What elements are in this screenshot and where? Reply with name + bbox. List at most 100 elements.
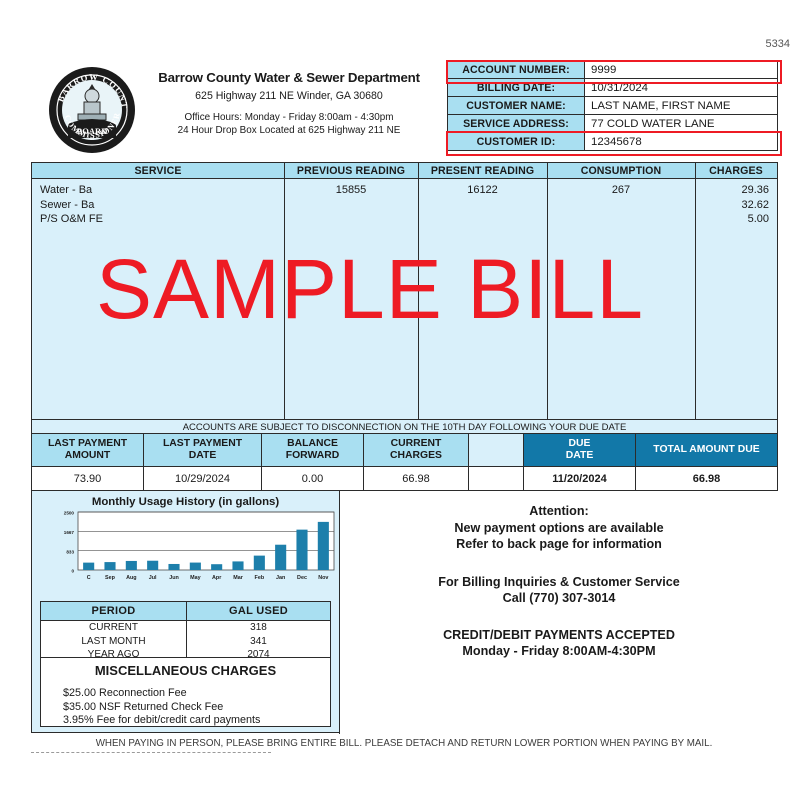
header-line: DATE [188, 450, 217, 461]
payments-accepted-notice: CREDIT/DEBIT PAYMENTS ACCEPTED Monday - … [340, 627, 778, 660]
last-payment-date-header: LAST PAYMENT DATE [144, 434, 262, 467]
chart-x-tick-label: Feb [255, 575, 265, 581]
service-row-label: Sewer - Ba [40, 198, 95, 211]
corner-number: 5334 [765, 38, 790, 50]
misc-charge-item: $25.00 Reconnection Fee [63, 687, 187, 699]
chart-x-tick-label: May [190, 575, 201, 581]
footer-note: WHEN PAYING IN PERSON, PLEASE BRING ENTI… [95, 738, 713, 749]
sample-bill-watermark: SAMPLE BILL [96, 242, 644, 336]
chart-y-tick-label: 2500 [64, 511, 75, 516]
table-row: CUSTOMER NAME: LAST NAME, FIRST NAME [447, 96, 778, 115]
chart-bar [275, 544, 287, 570]
billing-phone-line: Call (770) 307-3014 [502, 591, 616, 605]
tear-line [31, 752, 271, 753]
service-row-label: P/S O&M FE [40, 213, 103, 225]
county-seal-icon: BOARD of BARROW COUNTY COMMISSIONERS [48, 66, 136, 154]
chart-y-tick-label: 0 [71, 569, 74, 574]
chart-x-tick-label: Nov [318, 575, 328, 581]
table-row: SERVICE ADDRESS: 77 COLD WATER LANE [447, 114, 778, 133]
gal-used-col-header: GAL USED [186, 601, 331, 621]
department-name: Barrow County Water & Sewer Department [158, 70, 420, 85]
misc-charges-box: MISCELLANEOUS CHARGES $25.00 Reconnectio… [40, 657, 331, 727]
header-line: AMOUNT [64, 450, 111, 461]
attention-notice: Attention: New payment options are avail… [340, 503, 778, 553]
account-info-table: ACCOUNT NUMBER: 9999 BILLING DATE: 10/31… [447, 60, 778, 151]
period-col-header: PERIOD [40, 601, 187, 621]
billing-inquiries-line: For Billing Inquiries & Customer Service [438, 574, 680, 589]
chart-bar [125, 560, 137, 570]
service-table-header: SERVICE PREVIOUS READING PRESENT READING… [32, 163, 777, 179]
table-row: BILLING DATE: 10/31/2024 [447, 78, 778, 97]
last-payment-amount-header: LAST PAYMENT AMOUNT [32, 434, 144, 467]
header-line: DATE [565, 450, 594, 461]
balance-forward-value: 0.00 [262, 467, 364, 491]
bill-header: BOARD of BARROW COUNTY COMMISSIONERS Bar… [42, 62, 434, 162]
chart-x-tick-label: Jun [169, 575, 179, 581]
header-line: CHARGES [390, 450, 442, 461]
charge-value: 5.00 [747, 213, 769, 225]
charges-col-header: CHARGES [709, 165, 763, 177]
service-address-value: 77 COLD WATER LANE [584, 114, 778, 133]
divider [339, 491, 340, 734]
chart-canvas: 0 833 1667 2500 C Sep Aug Jul Jun May Apr Mar Feb Jan… [64, 511, 335, 581]
header-line: DUE [568, 437, 591, 449]
office-hours: Office Hours: Monday - Friday 8:00am - 4… [184, 112, 394, 123]
service-address-label: SERVICE ADDRESS: [447, 114, 585, 133]
seal-center-text: BOARD [77, 126, 108, 136]
period-label: LAST MONTH [40, 634, 187, 648]
drop-box-note: 24 Hour Drop Box Located at 625 Highway … [177, 125, 401, 136]
consumption-col-header: CONSUMPTION [580, 165, 662, 177]
divider [284, 163, 285, 420]
table-row: PERIOD GAL USED [40, 601, 331, 621]
misc-charges-title: MISCELLANEOUS CHARGES [94, 663, 277, 678]
table-row: ACCOUNT NUMBER: 9999 [447, 60, 778, 79]
customer-name-value: LAST NAME, FIRST NAME [584, 96, 778, 115]
misc-charge-item: 3.95% Fee for debit/credit card payments [63, 714, 261, 726]
consumption-value: 267 [611, 184, 631, 196]
bill-body: SERVICE PREVIOUS READING PRESENT READING… [31, 162, 778, 734]
chart-bar [147, 560, 159, 570]
present-reading-value: 16122 [467, 184, 498, 196]
total-amount-due-value: 66.98 [636, 467, 777, 491]
due-date-value: 11/20/2024 [524, 467, 636, 491]
customer-name-label: CUSTOMER NAME: [447, 96, 585, 115]
chart-bar [104, 562, 116, 570]
chart-y-tick-label: 833 [66, 549, 74, 554]
service-names: Water - Ba Sewer - Ba P/S O&M FE [40, 183, 103, 227]
present-reading-col-header: PRESENT READING [430, 165, 535, 177]
period-label: CURRENT [40, 620, 187, 635]
summary-spacer-cell [469, 434, 524, 467]
table-row: CUSTOMER ID: 12345678 [447, 132, 778, 151]
chart-y-tick-label: 1667 [64, 530, 75, 535]
attention-line-1: New payment options are available [454, 520, 664, 535]
header-line: TOTAL AMOUNT DUE [653, 443, 760, 455]
current-charges-header: CURRENT CHARGES [364, 434, 469, 467]
chart-x-tick-label: Mar [233, 575, 243, 581]
chart-title: Monthly Usage History (in gallons) [91, 496, 280, 508]
service-row-label: Water - Ba [40, 184, 93, 196]
chart-bar [296, 529, 308, 570]
chart-bar [211, 564, 223, 570]
attention-line-2: Refer to back page for information [456, 537, 662, 551]
chart-x-tick-label: Dec [297, 575, 307, 581]
table-row: CURRENT 318 [40, 620, 331, 635]
present-reading-values: 16122 [418, 183, 547, 198]
chart-x-tick-label: Jul [149, 575, 157, 581]
misc-charge-item: $35.00 NSF Returned Check Fee [63, 700, 224, 713]
lower-left-column: Monthly Usage History (in gallons) 0 833 1… [32, 491, 339, 734]
last-payment-amount-value: 73.90 [32, 467, 144, 491]
current-charges-value: 66.98 [364, 467, 469, 491]
chart-x-tick-label: Jan [276, 575, 285, 581]
chart-x-tick-label: Apr [212, 575, 222, 581]
divider [547, 163, 548, 420]
charge-value: 29.36 [741, 184, 769, 196]
chart-bar [232, 561, 244, 570]
chart-bar [83, 562, 95, 570]
billing-date-value: 10/31/2024 [584, 78, 778, 97]
customer-id-value: 12345678 [584, 132, 778, 151]
period-table: PERIOD GAL USED CURRENT 318 LAST MONTH 3… [40, 601, 331, 663]
total-amount-due-header: TOTAL AMOUNT DUE [636, 434, 777, 467]
account-number-value: 9999 [584, 60, 778, 79]
account-number-label: ACCOUNT NUMBER: [447, 60, 585, 79]
header-line: FORWARD [285, 450, 340, 461]
